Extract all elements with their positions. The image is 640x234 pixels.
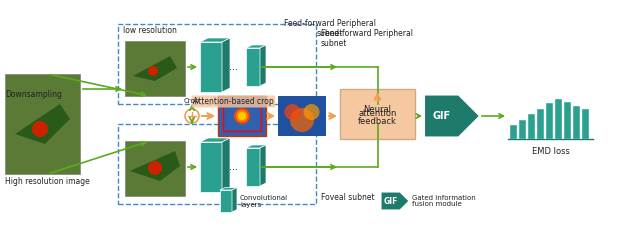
Text: subnet: subnet — [321, 39, 348, 48]
Bar — [546, 103, 553, 139]
Text: Convolutional
layers: Convolutional layers — [240, 194, 288, 208]
Bar — [528, 114, 535, 139]
Polygon shape — [222, 38, 230, 92]
Text: GIF: GIF — [383, 197, 397, 205]
Polygon shape — [246, 45, 266, 48]
Polygon shape — [424, 95, 479, 137]
Circle shape — [238, 112, 246, 120]
Bar — [223, 103, 261, 131]
Polygon shape — [15, 104, 70, 144]
Text: Feed-forward Peripheral: Feed-forward Peripheral — [321, 29, 413, 38]
Bar — [125, 141, 185, 196]
Bar — [573, 106, 580, 139]
Bar — [118, 24, 316, 104]
Text: GIF: GIF — [433, 111, 451, 121]
Bar — [340, 89, 415, 139]
Circle shape — [303, 104, 319, 120]
Bar — [519, 120, 526, 139]
Bar — [582, 109, 589, 139]
Text: Neural: Neural — [364, 105, 392, 113]
Polygon shape — [260, 45, 266, 86]
Bar — [537, 109, 544, 139]
Bar — [118, 124, 316, 204]
Bar — [510, 125, 517, 139]
Polygon shape — [381, 192, 409, 210]
Circle shape — [290, 108, 314, 132]
Polygon shape — [200, 42, 222, 92]
Text: Feed-forward Peripheral: Feed-forward Peripheral — [284, 19, 376, 29]
Bar — [5, 74, 80, 174]
Text: attention: attention — [358, 110, 397, 118]
Text: High resolution image: High resolution image — [5, 177, 90, 186]
Polygon shape — [130, 151, 180, 181]
Text: feedback: feedback — [358, 117, 397, 127]
Polygon shape — [133, 56, 177, 81]
Bar — [555, 99, 562, 139]
Circle shape — [148, 66, 158, 76]
Text: Gated information
fusion module: Gated information fusion module — [412, 194, 476, 208]
Bar — [564, 102, 571, 139]
Text: Attention-based crop: Attention-based crop — [193, 97, 274, 106]
Text: Foveal subnet: Foveal subnet — [321, 193, 374, 202]
Bar — [218, 96, 266, 136]
Circle shape — [236, 110, 248, 122]
Polygon shape — [260, 145, 266, 186]
Text: Crop: Crop — [184, 98, 200, 104]
Polygon shape — [246, 48, 260, 86]
Bar — [278, 96, 326, 136]
Circle shape — [32, 121, 48, 137]
Polygon shape — [246, 148, 260, 186]
Circle shape — [148, 161, 162, 175]
Bar — [125, 41, 185, 96]
Text: low resolution: low resolution — [123, 26, 177, 35]
Polygon shape — [246, 145, 266, 148]
Text: ...: ... — [228, 162, 237, 172]
Text: ...: ... — [228, 62, 237, 72]
Polygon shape — [200, 142, 222, 192]
Polygon shape — [220, 187, 237, 190]
Polygon shape — [200, 138, 230, 142]
Polygon shape — [220, 190, 232, 212]
Circle shape — [234, 108, 250, 124]
Polygon shape — [232, 187, 237, 212]
Polygon shape — [200, 38, 230, 42]
Circle shape — [284, 104, 300, 120]
Text: Downsampling: Downsampling — [5, 90, 62, 99]
Text: EMD loss: EMD loss — [532, 147, 570, 156]
Polygon shape — [222, 138, 230, 192]
Text: subnet: subnet — [317, 29, 343, 39]
